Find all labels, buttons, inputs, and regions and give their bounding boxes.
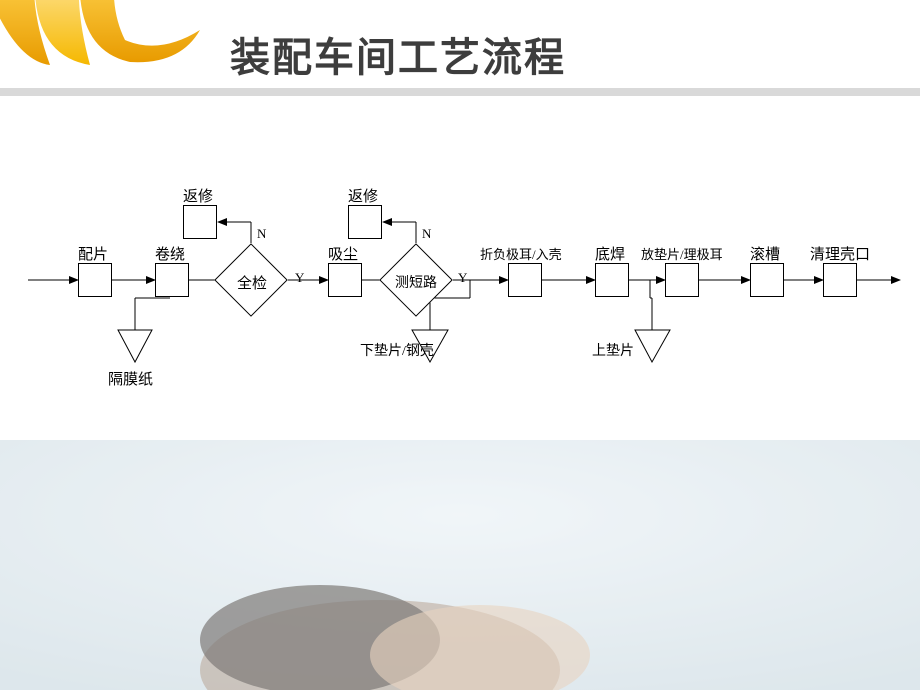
label-xichen: 吸尘: [328, 243, 358, 264]
label-guncao: 滚槽: [750, 243, 780, 264]
label-gemo: 隔膜纸: [108, 368, 153, 389]
node-dihan: [595, 263, 629, 297]
label-qingli: 清理壳口: [810, 243, 870, 264]
label-peipian: 配片: [78, 243, 108, 264]
node-xichen: [328, 263, 362, 297]
label-shangdian: 上垫片: [592, 340, 634, 360]
label-zhefu: 折负极耳/入壳: [480, 244, 562, 263]
label-xiadian: 下垫片/钢壳: [360, 340, 434, 360]
label-ceduanlu: 测短路: [395, 272, 437, 292]
node-juanrao: [155, 263, 189, 297]
label-rework2: 返修: [348, 185, 378, 206]
node-guncao: [750, 263, 784, 297]
edge-label-y1: Y: [295, 270, 304, 286]
node-fangdian: [665, 263, 699, 297]
node-peipian: [78, 263, 112, 297]
label-dihan: 底焊: [595, 243, 625, 264]
edge-label-y2: Y: [458, 270, 467, 286]
node-zhefu: [508, 263, 542, 297]
edge-label-n2: N: [422, 226, 431, 242]
background-photo: [0, 440, 920, 690]
node-rework2: [348, 205, 382, 239]
label-juanrao: 卷绕: [155, 243, 185, 264]
edge-label-n1: N: [257, 226, 266, 242]
label-quanjian: 全检: [237, 272, 267, 293]
node-qingli: [823, 263, 857, 297]
label-rework1: 返修: [183, 185, 213, 206]
label-fangdian: 放垫片/理极耳: [641, 244, 723, 263]
node-rework1: [183, 205, 217, 239]
